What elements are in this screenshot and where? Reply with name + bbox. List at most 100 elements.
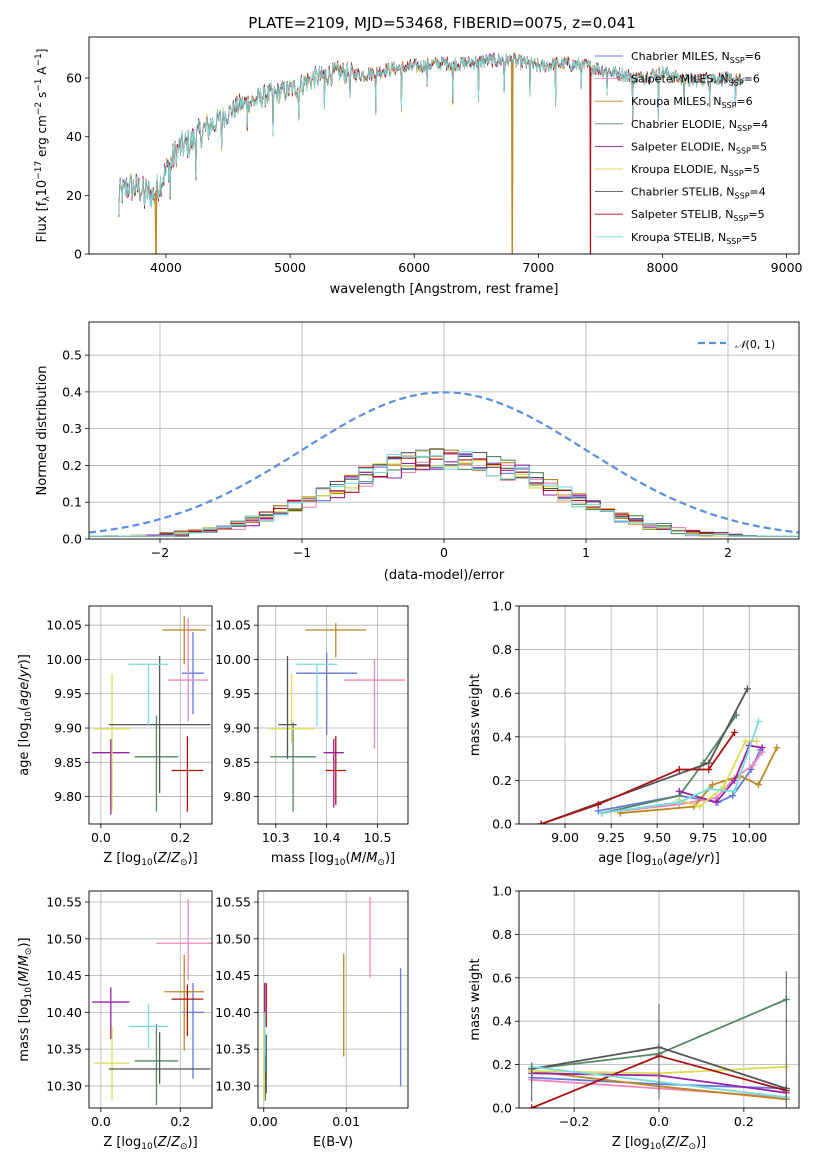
x-tick-label: −2 — [151, 545, 169, 560]
label-part: 10 — [24, 987, 34, 999]
label-part: ] — [35, 49, 49, 54]
x-tick-label: 4000 — [150, 260, 182, 275]
label-part: ( — [153, 1135, 158, 1150]
legend-name: Salpeter ELODIE, N — [631, 140, 736, 153]
label-part: yr — [17, 663, 32, 679]
label-part: Z — [665, 1135, 676, 1150]
label-part: −1 — [34, 53, 44, 66]
legend-sub: SSP — [726, 237, 741, 246]
legend-suffix: =5 — [744, 163, 760, 176]
label-part: ( — [153, 851, 158, 866]
x-tick-label: 9.75 — [689, 830, 717, 845]
y-tick-label: 0.1 — [62, 495, 82, 510]
x-axis-label: (data-model)/error — [384, 568, 505, 583]
axes-frame — [88, 36, 800, 255]
legend-sub: SSP — [721, 101, 736, 110]
y-tick-label: 0.3 — [62, 421, 82, 436]
y-tick-label: 0.2 — [492, 1057, 512, 1072]
label-part: (0, 1) — [746, 338, 776, 351]
y-tick-label: 0.6 — [492, 970, 512, 985]
y-tick-label: 10.55 — [215, 895, 251, 910]
label-part: λ — [42, 196, 52, 202]
y-tick-label: 10.35 — [215, 1042, 251, 1057]
label-part: 10 — [334, 858, 346, 868]
plot-area — [268, 623, 405, 812]
mass-weight-line — [601, 714, 738, 814]
legend-sub: SSP — [733, 214, 748, 223]
axes-frame — [88, 321, 800, 540]
label-part: 10 — [35, 180, 50, 197]
label-part: )] — [188, 851, 198, 866]
y-axis-label: mass weight — [468, 958, 483, 1040]
label-part: −2 — [34, 102, 44, 115]
panel-residuals: −2 −1 0 1 2 0.0 0.1 0.2 0.3 0.4 0.5 𝒩(0, 1) (data-mo… — [35, 321, 800, 583]
y-tick-label: 0.4 — [492, 1014, 512, 1029]
label-part: )] — [188, 1135, 198, 1150]
label-part: / — [167, 851, 172, 866]
y-tick-label: 0.8 — [492, 927, 512, 942]
x-tick-label: 9.00 — [551, 830, 579, 845]
axes-frame — [518, 890, 800, 1109]
x-axis-label: Z [log10(Z/Z⊙)] — [103, 1135, 197, 1152]
y-tick-label: 9.95 — [223, 686, 251, 701]
label-part: 10 — [24, 711, 34, 723]
legend-label: Chabrier ELODIE, NSSP=4 — [631, 118, 768, 133]
axes-frame — [88, 890, 213, 1109]
y-tick-label: 9.95 — [54, 686, 82, 701]
y-tick-label: 10.40 — [215, 1005, 251, 1020]
x-axis-label: E(B-V) — [313, 1135, 353, 1150]
label-part: yr — [696, 851, 712, 866]
figure-title: PLATE=2109, MJD=53468, FIBERID=0075, z=0… — [248, 14, 635, 32]
label-part: A — [35, 66, 49, 79]
x-tick-label: 0.0 — [91, 830, 111, 845]
legend-suffix: =6 — [744, 73, 760, 86]
axes-frame — [88, 605, 213, 825]
label-part: age — [668, 851, 692, 866]
label-part: ⊙ — [688, 1142, 696, 1152]
y-tick-label: 10.45 — [46, 968, 82, 983]
x-tick-label: 0.2 — [170, 1114, 190, 1129]
x-tick-label: 0.0 — [91, 1114, 111, 1129]
legend-suffix: =5 — [741, 231, 757, 244]
y-tick-label: 9.85 — [223, 755, 251, 770]
x-tick-label: 10.3 — [262, 830, 290, 845]
label-part: )] — [17, 654, 32, 664]
label-part: / — [17, 966, 32, 971]
legend-suffix: =6 — [736, 95, 752, 108]
legend-suffix: =4 — [750, 186, 766, 199]
label-part: 𝒩 — [735, 338, 749, 351]
x-axis-label: Z [log10(Z/Z⊙)] — [103, 851, 197, 868]
legend-label: 𝒩(0, 1) — [735, 338, 775, 351]
y-tick-label: 9.90 — [223, 721, 251, 736]
legend-sub: SSP — [735, 192, 750, 201]
label-part: / — [692, 851, 697, 866]
y-axis-label: mass weight — [468, 674, 483, 756]
plot-area — [118, 52, 744, 254]
legend-name: Kroupa STELIB, N — [631, 231, 726, 244]
legend-sub: SSP — [729, 79, 744, 88]
label-part: age — [17, 682, 32, 706]
label-part: ( — [17, 706, 32, 711]
x-tick-label: 10.5 — [364, 830, 392, 845]
axes-frame — [518, 605, 800, 825]
x-tick-label: 2 — [724, 545, 732, 560]
label-part: ( — [663, 851, 668, 866]
y-tick-label: 0.2 — [492, 773, 512, 788]
axes-frame — [257, 605, 409, 825]
plot-area — [528, 971, 790, 1108]
x-tick-label: 0.2 — [734, 1114, 754, 1129]
y-axis-label: mass [log10(M/M⊙)] — [17, 937, 34, 1061]
legend-name: Kroupa MILES, N — [631, 95, 721, 108]
y-tick-label: 0.5 — [62, 348, 82, 363]
x-axis-label: mass [log10(M/M⊙)] — [271, 851, 395, 868]
y-tick-label: 9.80 — [54, 789, 82, 804]
y-tick-label: 0.4 — [62, 384, 82, 399]
label-part: Z [log — [103, 851, 141, 866]
label-part: 10 — [651, 858, 663, 868]
x-tick-label: 9.50 — [643, 830, 671, 845]
label-part: s — [35, 92, 49, 102]
x-tick-label: 0 — [440, 545, 448, 560]
legend-suffix: =6 — [745, 50, 761, 63]
x-tick-label: 9000 — [771, 260, 803, 275]
legend-name: Salpeter MILES, N — [631, 73, 729, 86]
